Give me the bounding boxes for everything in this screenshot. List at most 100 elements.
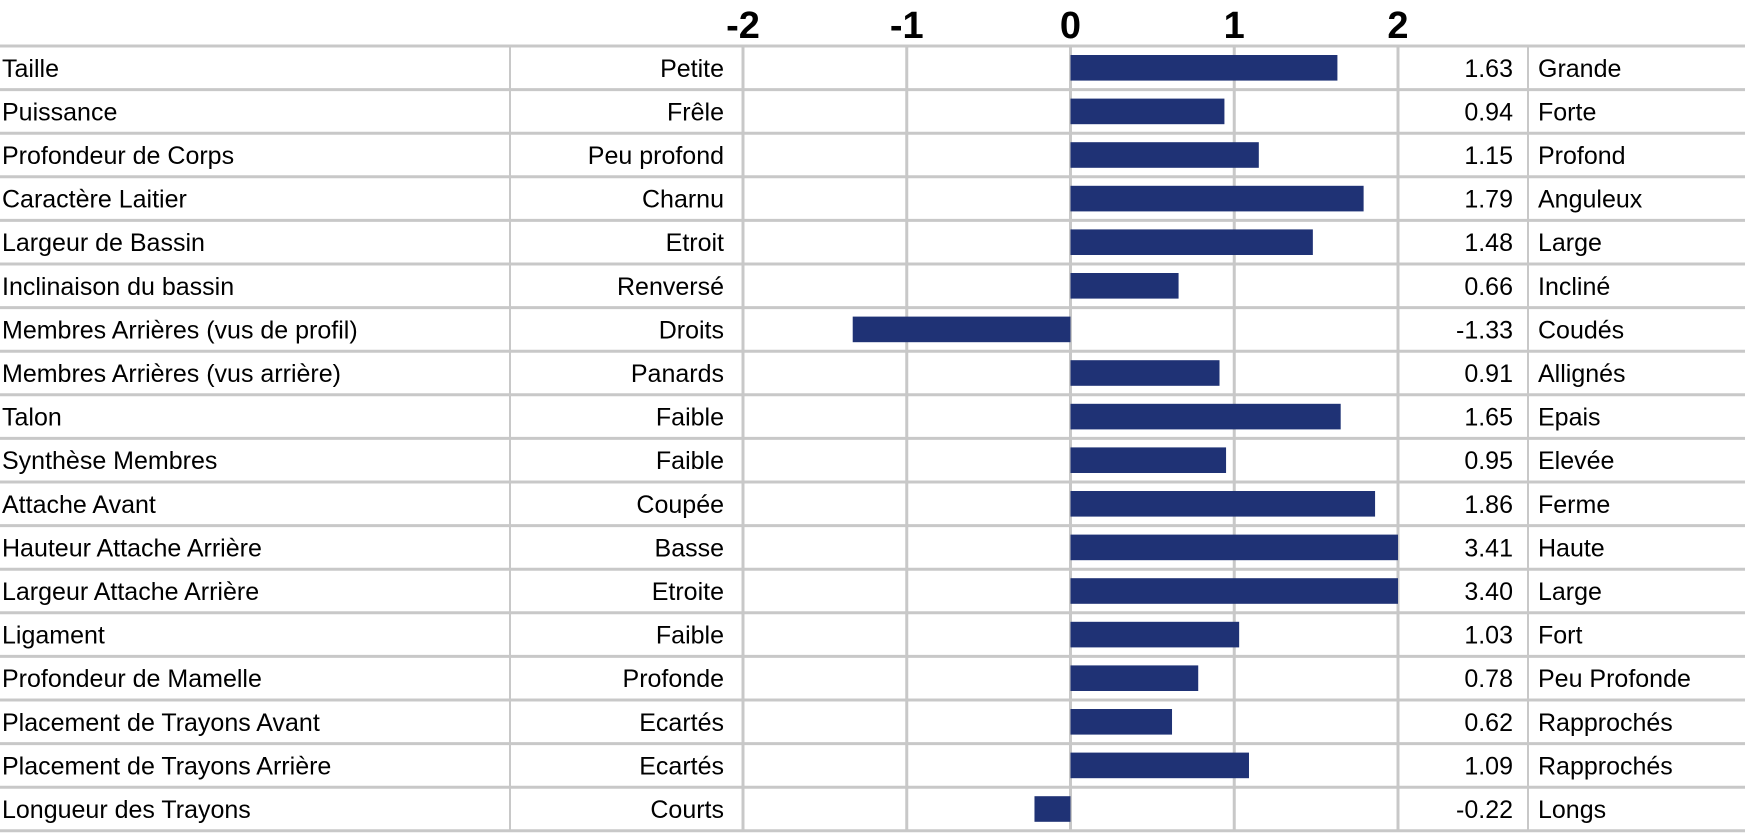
- low-extreme-label: Faible: [656, 622, 724, 650]
- table-row: Taille Petite 1.63 Grande: [2, 55, 1621, 83]
- low-extreme-label: Renversé: [617, 273, 724, 301]
- value-label: 0.78: [1464, 665, 1513, 693]
- value-label: 0.91: [1464, 360, 1513, 388]
- high-extreme-label: Epais: [1538, 404, 1601, 432]
- low-extreme-label: Droits: [659, 316, 724, 344]
- value-label: 3.40: [1464, 578, 1513, 606]
- value-label: 1.63: [1464, 55, 1513, 83]
- x-tick-label: 0: [1060, 5, 1081, 47]
- value-label: 1.09: [1464, 752, 1513, 780]
- low-extreme-label: Etroit: [666, 229, 724, 257]
- value-label: 3.41: [1464, 534, 1513, 562]
- low-extreme-label: Faible: [656, 404, 724, 432]
- trait-name: Membres Arrières (vus arrière): [2, 360, 341, 388]
- high-extreme-label: Longs: [1538, 796, 1606, 824]
- table-row: Hauteur Attache Arrière Basse 3.41 Haute: [2, 534, 1605, 562]
- value-label: 1.15: [1464, 142, 1513, 170]
- bar: [1070, 491, 1376, 517]
- low-extreme-label: Frêle: [667, 98, 724, 126]
- low-extreme-label: Charnu: [642, 186, 724, 214]
- table-row: Profondeur de Mamelle Profonde 0.78 Peu Pro…: [2, 665, 1691, 693]
- trait-name: Inclinaison du bassin: [2, 273, 234, 301]
- bar: [1034, 796, 1071, 822]
- low-extreme-label: Etroite: [652, 578, 724, 606]
- table-row: Synthèse Membres Faible 0.95 Elevée: [2, 447, 1614, 475]
- trait-name: Hauteur Attache Arrière: [2, 534, 262, 562]
- high-extreme-label: Elevée: [1538, 447, 1614, 475]
- high-extreme-label: Anguleux: [1538, 186, 1643, 214]
- bar: [1070, 447, 1227, 473]
- value-label: 0.62: [1464, 709, 1513, 737]
- low-extreme-label: Profonde: [623, 665, 724, 693]
- x-tick-label: -1: [890, 5, 924, 47]
- bar: [1070, 665, 1199, 691]
- trait-name: Ligament: [2, 622, 105, 650]
- trait-name: Largeur de Bassin: [2, 229, 205, 257]
- low-extreme-label: Coupée: [636, 491, 724, 519]
- x-tick-label: 1: [1224, 5, 1245, 47]
- table-row: Ligament Faible 1.03 Fort: [2, 622, 1583, 650]
- bar: [1070, 709, 1173, 735]
- value-label: -1.33: [1456, 316, 1513, 344]
- value-label: 0.94: [1464, 98, 1513, 126]
- table-row: Placement de Trayons Avant Ecartés 0.62 Rap…: [2, 709, 1673, 737]
- bar: [1070, 229, 1313, 255]
- low-extreme-label: Peu profond: [588, 142, 724, 170]
- high-extreme-label: Coudés: [1538, 316, 1624, 344]
- bar: [852, 316, 1071, 343]
- high-extreme-label: Large: [1538, 229, 1602, 257]
- x-tick-label: 2: [1387, 5, 1408, 47]
- low-extreme-label: Courts: [650, 796, 724, 824]
- bar: [1070, 185, 1364, 212]
- trait-name: Synthèse Membres: [2, 447, 217, 475]
- trait-name: Puissance: [2, 98, 117, 126]
- table-row: Caractère Laitier Charnu 1.79 Anguleux: [2, 186, 1643, 214]
- trait-name: Longueur des Trayons: [2, 796, 251, 824]
- low-extreme-label: Ecartés: [639, 709, 724, 737]
- trait-name: Membres Arrières (vus de profil): [2, 316, 358, 344]
- bar: [1070, 578, 1398, 604]
- high-extreme-label: Rapprochés: [1538, 709, 1673, 737]
- bar: [1070, 621, 1240, 648]
- high-extreme-label: Forte: [1538, 98, 1596, 126]
- high-extreme-label: Profond: [1538, 142, 1626, 170]
- table-row: Longueur des Trayons Courts -0.22 Longs: [2, 796, 1606, 824]
- value-label: 1.03: [1464, 622, 1513, 650]
- table-row: Largeur de Bassin Etroit 1.48 Large: [2, 229, 1602, 257]
- table-row: Membres Arrières (vus de profil) Droits -1…: [2, 316, 1624, 344]
- table-row: Largeur Attache Arrière Etroite 3.40 Large: [2, 578, 1602, 606]
- high-extreme-label: Haute: [1538, 534, 1605, 562]
- bar: [1070, 534, 1398, 561]
- high-extreme-label: Grande: [1538, 55, 1621, 83]
- high-extreme-label: Large: [1538, 578, 1602, 606]
- bar: [1070, 55, 1338, 81]
- value-label: 1.65: [1464, 404, 1513, 432]
- x-tick-label: -2: [726, 5, 760, 47]
- value-label: 1.79: [1464, 186, 1513, 214]
- high-extreme-label: Peu Profonde: [1538, 665, 1691, 693]
- bar: [1070, 752, 1249, 779]
- high-extreme-label: Incliné: [1538, 273, 1610, 301]
- trait-name: Caractère Laitier: [2, 186, 187, 214]
- high-extreme-label: Rapprochés: [1538, 752, 1673, 780]
- table-row: Attache Avant Coupée 1.86 Ferme: [2, 491, 1610, 519]
- value-label: 1.48: [1464, 229, 1513, 257]
- table-row: Membres Arrières (vus arrière) Panards 0.9…: [2, 360, 1626, 388]
- trait-name: Placement de Trayons Arrière: [2, 752, 331, 780]
- bar: [1070, 142, 1259, 168]
- low-extreme-label: Basse: [655, 534, 724, 562]
- trait-name: Profondeur de Corps: [2, 142, 234, 170]
- trait-name: Profondeur de Mamelle: [2, 665, 262, 693]
- trait-name: Attache Avant: [2, 491, 156, 519]
- bar: [1070, 98, 1225, 125]
- value-label: -0.22: [1456, 796, 1513, 824]
- table-row: Puissance Frêle 0.94 Forte: [2, 98, 1596, 126]
- value-label: 0.95: [1464, 447, 1513, 475]
- high-extreme-label: Fort: [1538, 622, 1583, 650]
- bar: [1070, 403, 1341, 430]
- bar: [1070, 360, 1220, 386]
- trait-name: Largeur Attache Arrière: [2, 578, 259, 606]
- high-extreme-label: Ferme: [1538, 491, 1610, 519]
- low-extreme-label: Faible: [656, 447, 724, 475]
